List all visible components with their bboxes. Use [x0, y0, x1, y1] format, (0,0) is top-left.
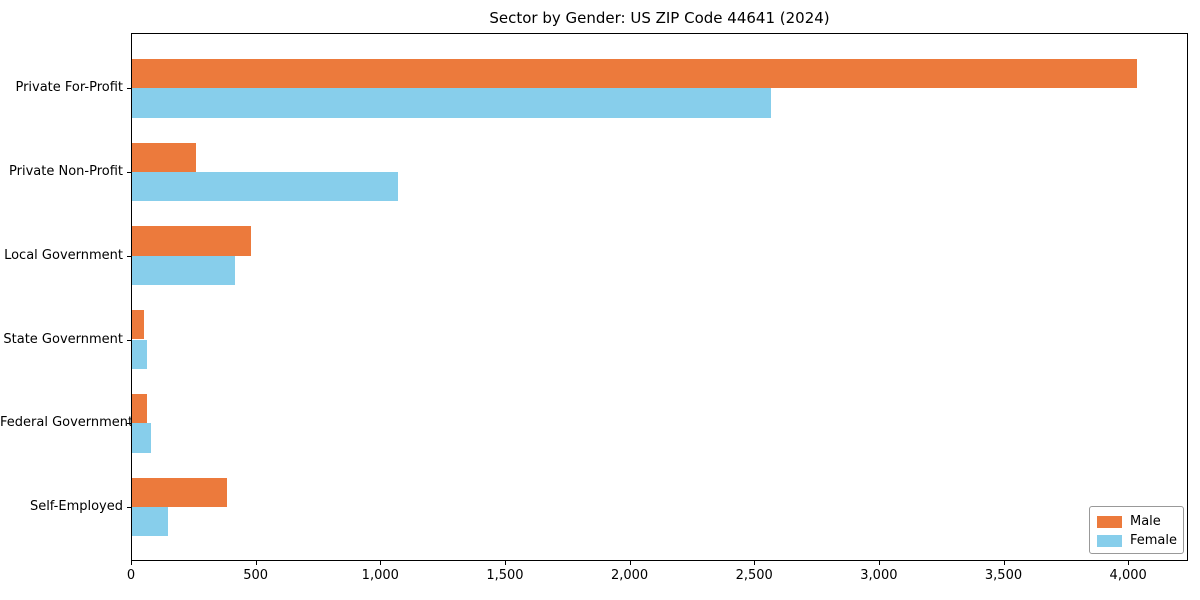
legend-entry-female: Female	[1097, 532, 1178, 549]
legend-entry-male: Male	[1097, 513, 1175, 530]
y-axis-category-label: Local Government	[4, 247, 123, 263]
x-axis-tick-mark	[1003, 561, 1005, 565]
y-axis-tick-mark	[127, 172, 131, 174]
chart-title: Sector by Gender: US ZIP Code 44641 (202…	[489, 9, 830, 27]
bar-male-3	[132, 310, 145, 340]
y-axis-category-label: Self-Employed	[29, 498, 123, 514]
x-axis-tick-label: 3,500	[984, 568, 1023, 583]
x-axis-tick-mark	[1128, 561, 1130, 565]
y-axis-tick-mark	[127, 255, 131, 257]
x-axis-tick-label: 1,500	[486, 568, 524, 583]
y-axis-category-label: Private For-Profit	[15, 80, 123, 96]
x-axis-tick-mark	[754, 561, 756, 565]
bar-female-4	[132, 423, 152, 453]
x-axis-tick-label: 3,000	[860, 568, 898, 583]
x-axis-tick-mark	[255, 561, 257, 565]
bar-male-5	[132, 477, 227, 507]
x-axis-tick-mark	[380, 561, 382, 565]
x-axis-tick-label: 2,500	[735, 568, 773, 583]
x-axis-tick-label: 0	[126, 568, 136, 583]
legend-swatch-female	[1097, 534, 1122, 547]
x-axis-tick-label: 4,000	[1109, 568, 1147, 583]
legend: Male Female	[1089, 506, 1184, 554]
y-axis-tick-mark	[127, 506, 131, 508]
x-axis-tick-label: 500	[243, 568, 269, 583]
bar-female-3	[132, 339, 148, 369]
bar-male-4	[132, 393, 148, 424]
bar-female-2	[132, 255, 236, 286]
x-axis-tick-mark	[131, 561, 132, 565]
y-axis-tick-mark	[127, 339, 131, 341]
bar-female-1	[132, 172, 398, 202]
legend-swatch-male	[1097, 515, 1122, 528]
bar-female-5	[132, 506, 169, 537]
y-axis-category-label: Federal Government	[0, 415, 134, 431]
bar-male-1	[132, 142, 197, 173]
x-axis-tick-label: 1,000	[361, 568, 399, 583]
x-axis-tick-mark	[878, 561, 880, 565]
legend-label: Female	[1130, 533, 1178, 548]
plot-area	[131, 33, 1188, 561]
bar-male-0	[132, 59, 1137, 89]
y-axis-tick-mark	[127, 88, 131, 90]
legend-label: Male	[1130, 514, 1161, 529]
y-axis-tick-mark	[127, 423, 131, 425]
x-axis-tick-mark	[504, 561, 506, 565]
y-axis-category-label: State Government	[3, 331, 123, 347]
x-axis-tick-label: 2,000	[610, 568, 649, 583]
y-axis-category-label: Private Non-Profit	[9, 164, 123, 180]
bar-female-0	[132, 88, 772, 118]
x-axis-tick-mark	[629, 561, 631, 565]
bar-male-2	[132, 226, 251, 256]
